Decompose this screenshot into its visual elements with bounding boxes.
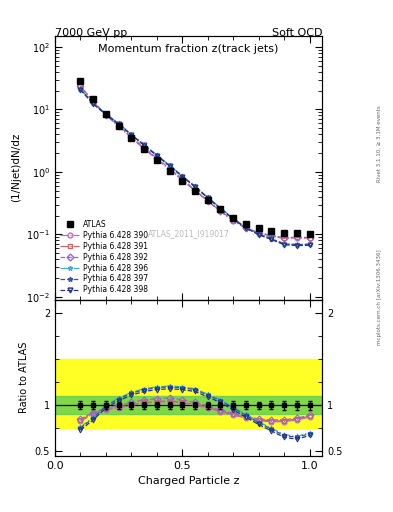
- Text: 7000 GeV pp: 7000 GeV pp: [55, 28, 127, 38]
- Bar: [55, 396, 322, 414]
- Text: mcplots.cern.ch [arXiv:1306.3436]: mcplots.cern.ch [arXiv:1306.3436]: [377, 249, 382, 345]
- Legend: ATLAS, Pythia 6.428 390, Pythia 6.428 391, Pythia 6.428 392, Pythia 6.428 396, P: ATLAS, Pythia 6.428 390, Pythia 6.428 39…: [59, 219, 150, 296]
- Text: Soft QCD: Soft QCD: [272, 28, 322, 38]
- Y-axis label: Ratio to ATLAS: Ratio to ATLAS: [19, 342, 29, 413]
- X-axis label: Charged Particle z: Charged Particle z: [138, 476, 239, 486]
- Bar: [55, 359, 322, 428]
- Text: ATLAS_2011_I919017: ATLAS_2011_I919017: [148, 229, 230, 238]
- Y-axis label: (1/Njet)dN/dz: (1/Njet)dN/dz: [11, 133, 21, 202]
- Text: Rivet 3.1.10, ≥ 3.1M events: Rivet 3.1.10, ≥ 3.1M events: [377, 105, 382, 182]
- Text: Momentum fraction z(track jets): Momentum fraction z(track jets): [99, 44, 279, 54]
